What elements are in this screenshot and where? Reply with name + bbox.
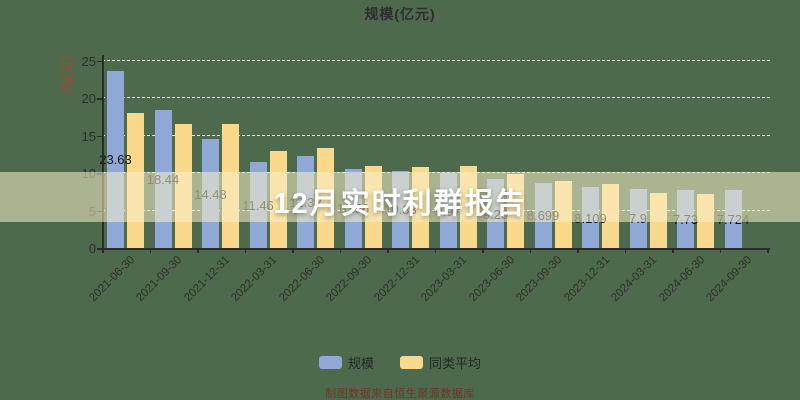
x-tick-label: 2022-12-31 [371, 254, 422, 305]
x-tick-label: 2023-12-31 [561, 254, 612, 305]
y-axis-tick [97, 135, 102, 137]
x-axis-tick [292, 248, 294, 253]
x-axis-tick [434, 248, 436, 253]
x-axis-tick [529, 248, 531, 253]
y-tick-label: 15 [81, 128, 96, 144]
x-tick-label: 2022-09-30 [324, 254, 375, 305]
x-tick-label: 2022-06-30 [276, 254, 327, 305]
x-axis-tick [102, 248, 104, 253]
banner-overlay: 12月实时利群报告 [0, 172, 800, 222]
banner-title: 12月实时利群报告 [273, 188, 527, 220]
x-axis-tick [149, 248, 151, 253]
x-tick-label: 2023-03-31 [419, 254, 470, 305]
legend-swatch-icon [318, 355, 342, 369]
legend: 规模 同类平均 [0, 352, 800, 372]
y-tick-label: 20 [81, 91, 96, 106]
x-axis-tick [197, 248, 199, 253]
legend-swatch-icon [400, 355, 423, 369]
x-tick-label: 2024-09-30 [704, 254, 755, 305]
y-axis-tick [97, 248, 102, 250]
x-axis-tick [387, 248, 389, 253]
gridline [102, 134, 770, 136]
x-axis-tick [244, 248, 246, 253]
x-axis-tick [339, 248, 341, 253]
legend-item-scale[interactable]: 规模 [318, 353, 374, 372]
x-tick-label: 2023-06-30 [466, 254, 517, 305]
gridline [102, 59, 770, 61]
y-axis-line [102, 55, 104, 250]
x-tick-label: 2022-03-31 [229, 254, 280, 305]
x-tick-label: 2024-06-30 [656, 254, 707, 305]
x-tick-label: 2023-09-30 [514, 254, 565, 305]
x-tick-label: 2024-03-31 [609, 254, 660, 305]
x-axis-tick [767, 248, 769, 253]
x-axis-tick [624, 248, 626, 253]
gridline [102, 97, 770, 98]
y-axis-tick [97, 98, 102, 100]
x-tick-label: 2021-12-31 [181, 254, 232, 305]
y-tick-label: 25 [81, 53, 96, 69]
x-tick-label: 2021-06-30 [86, 254, 137, 305]
x-axis-tick [719, 248, 721, 253]
x-axis-tick [672, 248, 674, 253]
legend-label: 规模 [347, 355, 374, 371]
x-tick-label: 2021-09-30 [134, 254, 185, 305]
x-axis-tick [482, 248, 484, 253]
legend-item-peer-avg[interactable]: 同类平均 [400, 353, 481, 372]
footnote: 制图数据来自恒生聚源数据库 [325, 388, 475, 400]
x-axis-line [102, 248, 770, 250]
y-tick-label: 0 [88, 241, 96, 256]
y-axis-tick [97, 60, 102, 62]
chart-title: 规模(亿元) [364, 6, 436, 22]
legend-label: 同类平均 [429, 355, 482, 371]
bar-value-label: 23.63 [99, 152, 132, 168]
x-axis-tick [577, 248, 579, 253]
